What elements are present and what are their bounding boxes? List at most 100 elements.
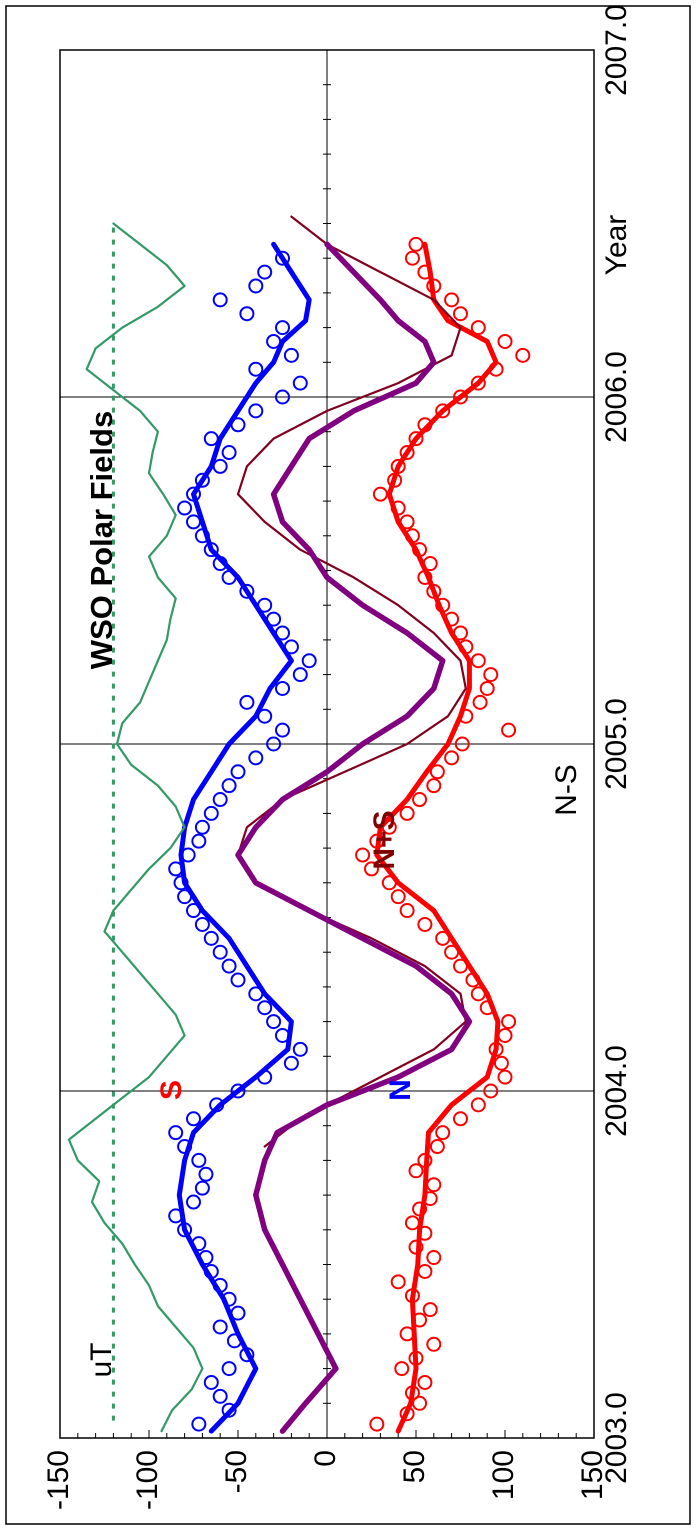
- data-point: [429, 764, 445, 780]
- data-point: [257, 264, 273, 280]
- data-point: [488, 1041, 504, 1057]
- data-point: [453, 625, 468, 641]
- data-point: [194, 916, 210, 932]
- value-tick-label: 100: [487, 1450, 520, 1500]
- data-point: [212, 944, 228, 960]
- data-point: [497, 1027, 513, 1043]
- value-tick-label: 50: [398, 1450, 431, 1483]
- data-point: [417, 264, 433, 280]
- data-point: [422, 1191, 438, 1207]
- data-point: [230, 972, 246, 988]
- data-point: [221, 958, 237, 974]
- data-point: [404, 250, 420, 266]
- value-tick-label: -100: [131, 1450, 164, 1510]
- series-s-observed: [355, 236, 531, 1432]
- data-point: [399, 445, 415, 461]
- data-point: [435, 1125, 451, 1141]
- data-point: [191, 1236, 207, 1252]
- data-point: [387, 472, 403, 488]
- data-point: [458, 708, 474, 724]
- data-point: [417, 1374, 433, 1390]
- data-point: [212, 458, 228, 474]
- data-point: [399, 805, 415, 821]
- value-tick-label: -50: [220, 1450, 253, 1493]
- data-point: [479, 680, 495, 696]
- data-point: [194, 1180, 210, 1196]
- data-point: [275, 389, 290, 405]
- data-point: [221, 1291, 237, 1307]
- data-point: [369, 1416, 385, 1432]
- data-point: [226, 1333, 242, 1349]
- data-point: [426, 583, 442, 599]
- data-point: [221, 778, 237, 794]
- data-point: [230, 1305, 246, 1321]
- data-point: [239, 583, 255, 599]
- data-point: [458, 639, 474, 655]
- data-point: [472, 694, 488, 710]
- data-point: [177, 1222, 193, 1238]
- year-tick-label: 2004.0: [600, 1045, 633, 1137]
- data-point: [444, 944, 460, 960]
- series-label-n-plus-s: N+S: [368, 810, 401, 869]
- data-point: [168, 861, 184, 877]
- data-point: [203, 431, 219, 447]
- data-point: [221, 445, 237, 461]
- chart-title: WSO Polar Fields: [84, 411, 119, 669]
- data-point: [408, 1163, 424, 1179]
- data-point: [381, 819, 397, 835]
- data-point: [212, 1319, 228, 1335]
- data-point: [266, 333, 282, 349]
- data-point: [470, 375, 486, 391]
- data-point: [230, 1083, 246, 1099]
- data-point: [191, 833, 207, 849]
- data-point: [497, 1069, 513, 1085]
- data-point: [479, 1000, 495, 1016]
- series-label-n-minus-s: N-S: [550, 764, 583, 816]
- data-point: [212, 292, 228, 308]
- data-point: [248, 278, 264, 294]
- data-point: [292, 375, 308, 391]
- data-point: [426, 778, 442, 794]
- data-point: [390, 500, 406, 516]
- data-point: [412, 792, 428, 808]
- data-point: [168, 1208, 184, 1224]
- data-point: [186, 1194, 201, 1210]
- data-point: [488, 361, 504, 377]
- data-point: [257, 1069, 273, 1085]
- data-point: [203, 930, 219, 946]
- data-point: [417, 1263, 433, 1279]
- data-point: [453, 1111, 468, 1127]
- data-point: [426, 278, 442, 294]
- series-label-s: S: [155, 1080, 188, 1100]
- data-point: [429, 1139, 445, 1155]
- data-point: [465, 972, 481, 988]
- data-point: [191, 1152, 207, 1168]
- x-axis-tick-labels: 2003.0 2004.0 2005.0 2006.0 2007.0: [600, 4, 633, 1484]
- data-point: [186, 486, 201, 502]
- data-point: [399, 1326, 415, 1342]
- data-point: [301, 653, 317, 669]
- data-point: [417, 1152, 433, 1168]
- data-point: [435, 930, 451, 946]
- x-axis-label: Year: [600, 215, 633, 276]
- data-point: [230, 764, 246, 780]
- data-point: [186, 1111, 201, 1127]
- data-point: [426, 1336, 442, 1352]
- data-point: [381, 875, 397, 891]
- data-point: [186, 514, 201, 530]
- data-point: [209, 1097, 225, 1113]
- data-point: [408, 236, 424, 252]
- data-point: [203, 1374, 219, 1390]
- series-line-n: [176, 241, 312, 1434]
- data-point: [283, 347, 299, 363]
- data-point: [212, 556, 228, 572]
- data-point: [275, 625, 290, 641]
- data-point: [177, 1139, 193, 1155]
- data-point: [212, 1388, 228, 1404]
- data-point: [422, 1302, 438, 1318]
- data-point: [177, 500, 193, 516]
- data-point: [417, 1225, 433, 1241]
- data-point: [257, 597, 273, 613]
- data-point: [168, 1125, 184, 1141]
- data-point: [444, 750, 460, 766]
